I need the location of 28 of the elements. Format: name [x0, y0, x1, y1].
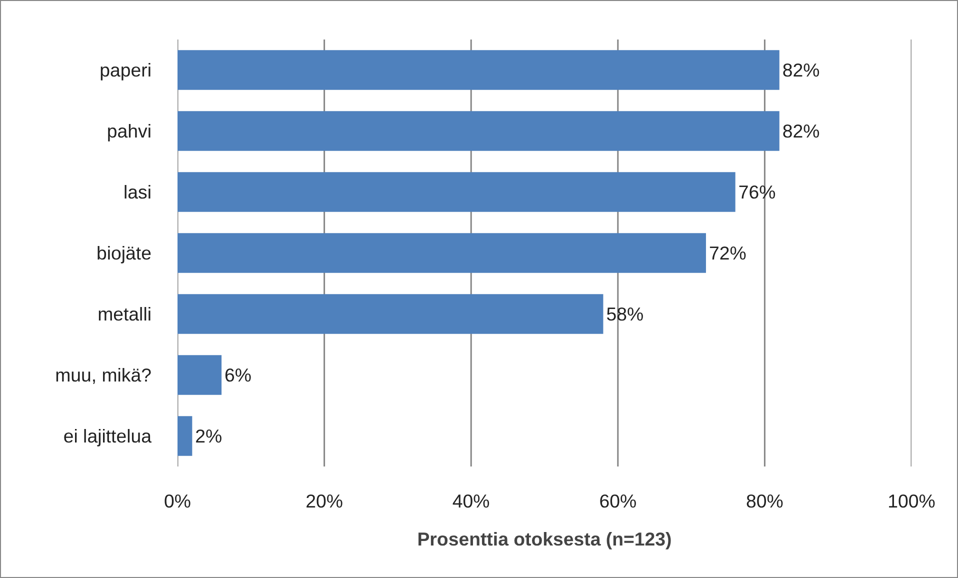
x-axis-title: Prosenttia otoksesta (n=123) [417, 528, 672, 550]
bar [178, 294, 604, 334]
y-tick-label: pahvi [106, 120, 152, 142]
x-tick-label: 80% [746, 490, 784, 512]
y-tick-label: metalli [98, 304, 152, 324]
y-tick-label: ei lajittelua [63, 426, 152, 446]
y-tick-label: paperi [100, 60, 152, 80]
bar [178, 111, 780, 151]
x-tick-label: 40% [452, 490, 490, 512]
y-tick-label: lasi [124, 182, 152, 202]
data-label: 58% [606, 304, 644, 324]
x-tick-label: 100% [888, 490, 936, 512]
data-label: 6% [224, 364, 252, 386]
x-tick-label: 0% [164, 490, 191, 512]
bar [178, 355, 222, 395]
bar [178, 233, 706, 273]
y-tick-label: muu, mikä? [55, 364, 152, 386]
data-label: 82% [782, 120, 820, 142]
bar [178, 50, 780, 90]
data-label: 2% [195, 426, 222, 446]
data-label: 76% [738, 182, 776, 202]
x-tick-label: 20% [306, 490, 343, 512]
bar [178, 416, 192, 456]
data-label: 82% [782, 60, 820, 80]
data-label: 72% [708, 242, 746, 264]
bar [178, 172, 736, 212]
y-tick-label: biojäte [96, 242, 152, 264]
x-tick-label: 60% [599, 490, 637, 512]
